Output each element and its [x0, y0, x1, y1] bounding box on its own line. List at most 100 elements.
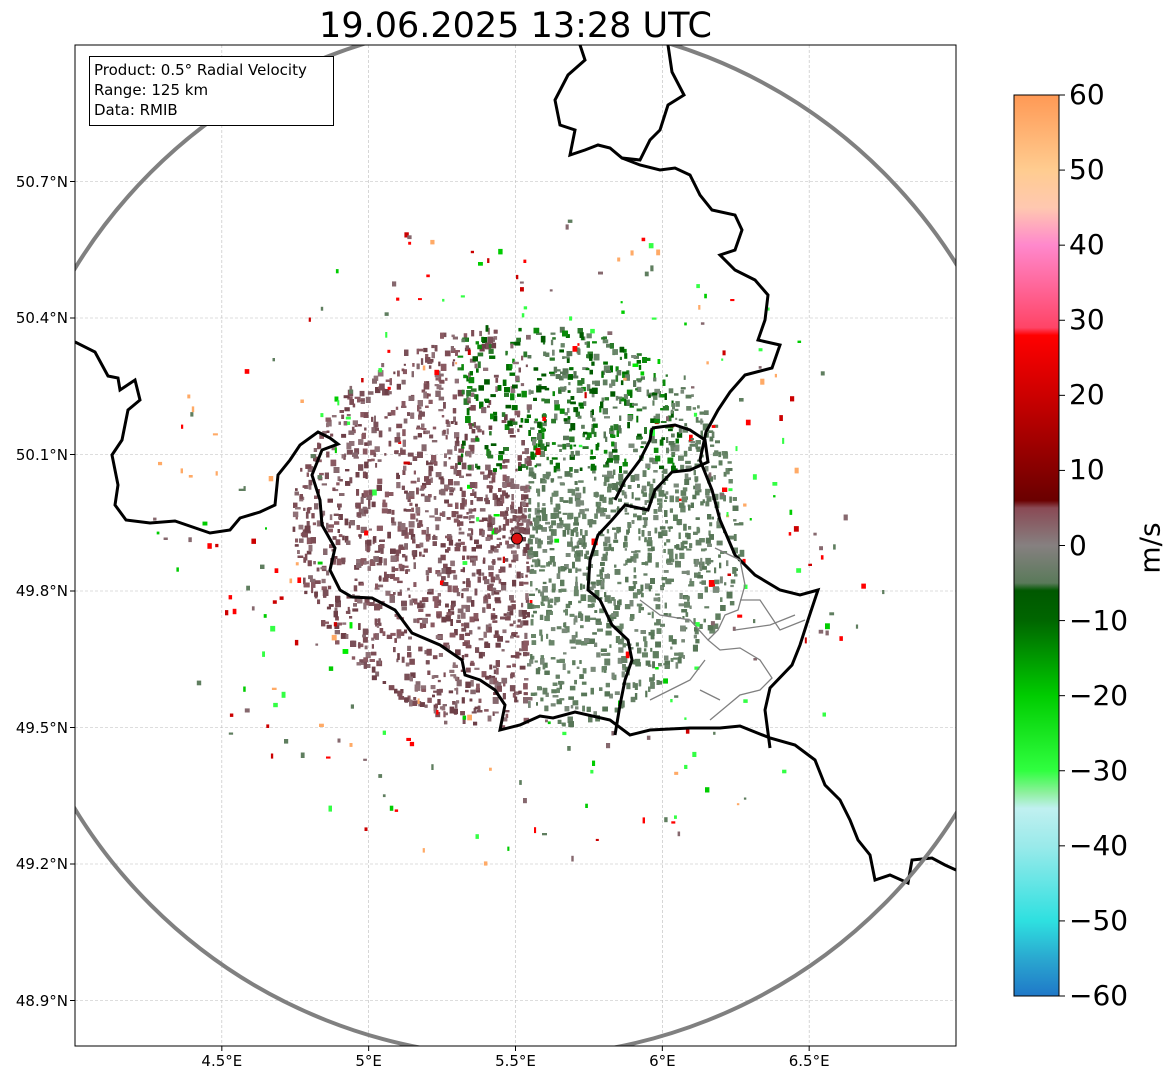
echo-cell — [485, 624, 489, 632]
echo-cell — [580, 583, 583, 590]
echo-cell — [506, 665, 511, 668]
echo-cell — [496, 685, 502, 692]
echo-cell — [552, 391, 555, 397]
echo-cell — [379, 628, 384, 634]
echo-cell — [490, 413, 494, 420]
echo-cell — [428, 470, 432, 477]
echo-cell — [521, 575, 524, 578]
echo-cell — [584, 615, 591, 622]
echo-cell — [297, 550, 300, 554]
echo-cell — [437, 557, 442, 564]
echo-cell — [397, 653, 400, 660]
echo-cell — [436, 689, 442, 696]
echo-cell — [532, 551, 539, 557]
echo-cell — [726, 591, 733, 599]
echo-cell — [292, 526, 296, 532]
echo-cell — [624, 548, 627, 551]
echo-cell — [518, 327, 522, 332]
echo-cell — [397, 591, 402, 596]
echo-cell — [478, 638, 484, 641]
echo-cell — [520, 383, 525, 387]
echo-cell — [600, 401, 604, 409]
echo-cell — [523, 351, 528, 358]
echo-cell — [610, 433, 613, 438]
echo-cell — [482, 576, 487, 581]
echo-cell — [348, 430, 355, 435]
echo-cell — [640, 376, 645, 380]
echo-cell — [527, 355, 532, 359]
echo-cell — [636, 353, 642, 356]
echo-cell — [633, 448, 638, 453]
echo-cell — [460, 569, 464, 572]
echo-cell — [571, 547, 575, 552]
echo-cell — [712, 586, 719, 593]
echo-cell — [601, 653, 606, 656]
echo-cell — [457, 614, 461, 619]
echo-cell — [602, 496, 607, 503]
echo-cell — [390, 548, 396, 554]
echo-cell — [710, 444, 715, 447]
echo-cell — [516, 542, 520, 549]
echo-cell — [627, 422, 630, 429]
echo-cell — [628, 586, 635, 591]
echo-cell — [454, 701, 458, 709]
echo-cell — [548, 561, 552, 565]
echo-cell — [457, 367, 463, 371]
echo-cell — [644, 539, 648, 543]
echo-cell — [452, 359, 456, 362]
echo-cell — [300, 467, 303, 472]
echo-cell — [666, 437, 669, 443]
echo-cell — [373, 453, 377, 457]
echo-cell — [461, 655, 465, 660]
echo-cell — [539, 629, 543, 636]
echo-cell — [510, 673, 513, 679]
echo-cell — [428, 465, 433, 471]
echo-cell — [526, 612, 530, 618]
echo-cell — [582, 433, 585, 438]
echo-cell — [708, 530, 711, 536]
echo-cell — [689, 605, 692, 609]
echo-cell — [443, 461, 447, 467]
echo-cell — [586, 706, 591, 712]
echo-cell — [557, 719, 562, 724]
echo-cell — [590, 687, 594, 695]
echo-cell — [690, 441, 696, 444]
echo-cell — [551, 492, 558, 497]
echo-cell — [549, 460, 553, 465]
echo-cell — [559, 497, 564, 502]
echo-cell — [671, 433, 675, 438]
echo-cell — [549, 556, 555, 563]
echo-cell — [659, 526, 666, 530]
echo-cell — [477, 626, 481, 630]
echo-cell — [631, 520, 635, 524]
echo-cell — [454, 440, 460, 447]
echo-cell — [487, 522, 492, 528]
echo-cell — [689, 444, 695, 447]
echo-cell — [517, 522, 524, 526]
echo-cell — [408, 395, 415, 401]
echo-cell — [422, 623, 427, 628]
echo-cell — [712, 452, 719, 457]
echo-cell — [478, 651, 483, 659]
echo-cell — [680, 387, 686, 390]
echo-cell — [596, 574, 603, 577]
echo-cell — [423, 391, 427, 399]
echo-cell — [694, 627, 698, 632]
echo-cell — [489, 480, 494, 484]
echo-cell — [430, 685, 436, 690]
echo-cell — [625, 576, 629, 583]
echo-cell — [471, 429, 476, 434]
echo-cell — [697, 405, 700, 409]
echo-cell — [496, 463, 502, 467]
echo-cell — [376, 525, 383, 531]
echo-cell — [443, 711, 446, 718]
echo-cell — [550, 371, 556, 377]
echo-cell — [679, 655, 685, 658]
echo-cell — [527, 539, 531, 544]
echo-cell — [581, 692, 588, 697]
echo-cell — [364, 427, 367, 431]
echo-cell — [472, 356, 478, 362]
echo-cell — [630, 614, 635, 620]
echo-cell — [615, 375, 619, 382]
echo-cell — [433, 707, 437, 714]
